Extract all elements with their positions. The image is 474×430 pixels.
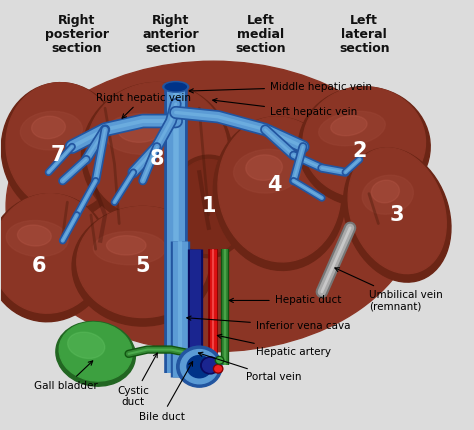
Ellipse shape: [118, 118, 160, 142]
Circle shape: [177, 346, 222, 387]
Ellipse shape: [246, 155, 283, 180]
Text: Left hepatic vein: Left hepatic vein: [213, 98, 357, 117]
Ellipse shape: [303, 87, 426, 198]
Circle shape: [215, 366, 221, 372]
Text: 7: 7: [51, 145, 65, 165]
Ellipse shape: [0, 194, 105, 313]
Text: Right
anterior
section: Right anterior section: [143, 14, 200, 55]
Ellipse shape: [344, 148, 451, 282]
Text: 8: 8: [150, 150, 164, 169]
Ellipse shape: [372, 180, 400, 203]
Text: Inferior vena cava: Inferior vena cava: [187, 316, 350, 331]
Ellipse shape: [165, 83, 186, 91]
Ellipse shape: [32, 116, 65, 138]
Ellipse shape: [20, 111, 82, 150]
Circle shape: [202, 359, 218, 372]
Ellipse shape: [0, 194, 110, 322]
Text: 2: 2: [352, 141, 367, 161]
Ellipse shape: [298, 87, 430, 206]
Ellipse shape: [59, 322, 132, 381]
Text: Right hepatic vein: Right hepatic vein: [96, 92, 191, 118]
Ellipse shape: [1, 83, 124, 219]
Text: Hepatic artery: Hepatic artery: [218, 334, 331, 357]
Text: 1: 1: [201, 197, 216, 216]
Circle shape: [217, 358, 222, 363]
Ellipse shape: [348, 148, 446, 273]
Ellipse shape: [362, 175, 413, 214]
Text: 3: 3: [390, 205, 404, 225]
Circle shape: [215, 356, 224, 364]
Text: Portal vein: Portal vein: [199, 352, 302, 382]
Text: Gall bladder: Gall bladder: [35, 361, 98, 391]
Ellipse shape: [93, 231, 166, 265]
Text: Cystic
duct: Cystic duct: [118, 353, 157, 408]
Ellipse shape: [6, 61, 421, 352]
Circle shape: [187, 356, 211, 378]
Ellipse shape: [6, 221, 68, 257]
Ellipse shape: [171, 160, 246, 253]
Circle shape: [201, 357, 219, 374]
Text: 6: 6: [32, 256, 46, 276]
Ellipse shape: [104, 114, 182, 154]
Text: Hepatic duct: Hepatic duct: [229, 295, 341, 305]
Ellipse shape: [218, 117, 341, 262]
Ellipse shape: [331, 116, 367, 136]
Ellipse shape: [234, 149, 301, 193]
Text: Bile duct: Bile duct: [139, 362, 192, 421]
Ellipse shape: [18, 225, 51, 246]
Circle shape: [181, 350, 218, 384]
Text: Umbilical vein
(remnant): Umbilical vein (remnant): [335, 268, 443, 311]
Ellipse shape: [72, 206, 213, 326]
Ellipse shape: [82, 83, 232, 228]
Ellipse shape: [213, 117, 346, 270]
Circle shape: [213, 365, 223, 373]
Ellipse shape: [56, 322, 136, 386]
Text: Left
lateral
section: Left lateral section: [339, 14, 390, 55]
Ellipse shape: [86, 83, 228, 219]
Text: Middle hepatic vein: Middle hepatic vein: [189, 82, 372, 93]
Ellipse shape: [68, 332, 105, 359]
Ellipse shape: [319, 111, 385, 146]
Ellipse shape: [166, 155, 251, 258]
Ellipse shape: [6, 83, 119, 211]
Text: Right
posterior
section: Right posterior section: [45, 14, 109, 55]
Text: 5: 5: [136, 256, 150, 276]
Ellipse shape: [163, 82, 189, 92]
Text: 4: 4: [267, 175, 282, 195]
Ellipse shape: [107, 236, 146, 255]
Text: Left
medial
section: Left medial section: [235, 14, 286, 55]
Ellipse shape: [77, 206, 209, 317]
